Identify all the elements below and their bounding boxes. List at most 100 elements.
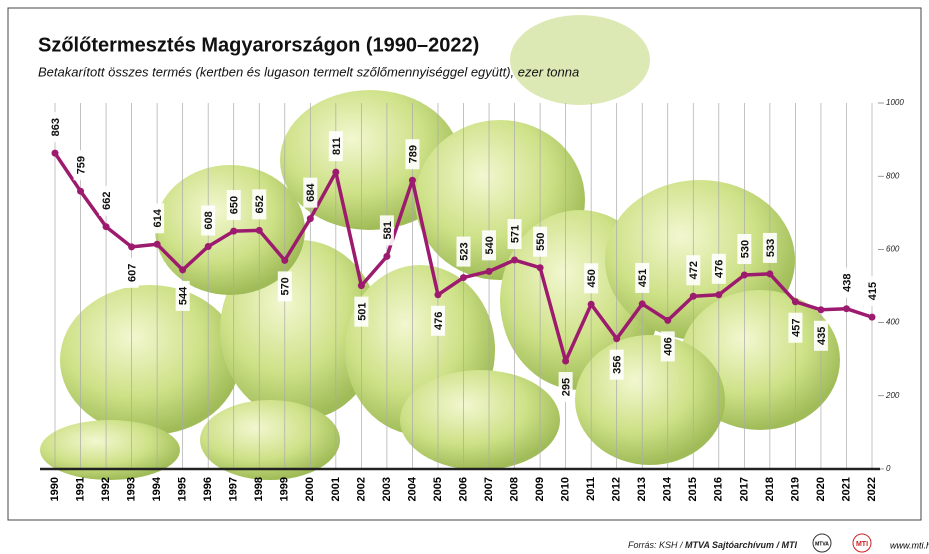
data-label-text: 650	[229, 196, 241, 214]
data-point	[843, 305, 850, 312]
data-label: 435	[814, 321, 828, 351]
data-label-text: 530	[739, 240, 751, 258]
x-tick-label: 1992	[100, 477, 112, 501]
data-label-text: 451	[637, 269, 649, 287]
y-tick-label: 200	[885, 391, 900, 400]
logo-mtva: MTVA	[815, 541, 829, 547]
x-tick-label: 2007	[483, 477, 495, 501]
x-tick-label: 2000	[304, 477, 316, 501]
data-label: 415	[865, 276, 879, 306]
data-label: 581	[380, 215, 394, 245]
x-tick-label: 2021	[840, 477, 852, 501]
data-label: 530	[737, 234, 751, 264]
data-label: 811	[329, 131, 343, 161]
data-label: 523	[457, 237, 471, 267]
data-label-text: 457	[790, 319, 802, 337]
data-point	[715, 291, 722, 298]
data-label: 533	[763, 233, 777, 263]
x-tick-label: 2005	[432, 477, 444, 501]
data-label-text: 523	[458, 242, 470, 260]
data-point	[179, 266, 186, 273]
data-label: 540	[482, 230, 496, 260]
chart-title: Szőlőtermesztés Magyarországon (1990–202…	[38, 34, 479, 56]
y-tick-label: 0	[886, 464, 891, 473]
data-label-text: 581	[382, 221, 394, 239]
data-point	[562, 358, 569, 365]
data-label-text: 356	[612, 356, 624, 374]
data-label: 662	[99, 186, 113, 216]
data-label: 550	[533, 227, 547, 257]
data-point	[128, 243, 135, 250]
data-label-text: 544	[178, 286, 190, 305]
data-label-text: 652	[254, 195, 266, 213]
x-tick-label: 1996	[202, 477, 214, 501]
data-label-text: 295	[561, 378, 573, 396]
data-label-text: 415	[867, 282, 879, 300]
data-point	[817, 306, 824, 313]
x-tick-label: 2011	[585, 477, 597, 501]
data-label-text: 811	[331, 137, 343, 155]
x-tick-label: 1999	[279, 477, 291, 501]
x-tick-label: 2008	[508, 477, 520, 501]
x-tick-label: 2018	[764, 477, 776, 501]
data-label: 614	[150, 203, 164, 233]
x-tick-label: 2014	[662, 476, 674, 501]
data-label: 570	[278, 271, 292, 301]
data-point	[460, 274, 467, 281]
x-tick-label: 2020	[815, 477, 827, 501]
data-point	[230, 228, 237, 235]
data-label-text: 501	[356, 302, 368, 320]
x-tick-label: 1997	[228, 477, 240, 501]
x-tick-label: 2015	[687, 477, 699, 501]
data-point	[409, 177, 416, 184]
data-label-text: 608	[203, 211, 215, 229]
data-point	[664, 317, 671, 324]
data-label: 476	[431, 306, 445, 336]
x-tick-label: 1995	[177, 477, 189, 501]
x-tick-label: 1994	[151, 476, 163, 501]
chart: Szőlőtermesztés Magyarországon (1990–202…	[0, 0, 929, 554]
x-tick-label: 2013	[636, 477, 648, 501]
data-point	[154, 241, 161, 248]
data-label-text: 406	[663, 337, 675, 355]
data-label-text: 614	[152, 208, 164, 227]
data-label: 451	[635, 263, 649, 293]
data-label: 650	[227, 190, 241, 220]
data-point	[690, 293, 697, 300]
x-tick-label: 1990	[49, 477, 61, 501]
data-point	[256, 227, 263, 234]
data-label: 457	[788, 313, 802, 343]
x-tick-label: 2012	[611, 477, 623, 501]
x-tick-label: 2016	[713, 477, 725, 501]
data-label: 608	[201, 205, 215, 235]
data-point	[869, 314, 876, 321]
data-label-text: 438	[841, 274, 853, 292]
y-tick-label: 600	[886, 245, 900, 254]
data-label: 406	[661, 331, 675, 361]
data-point	[766, 270, 773, 277]
x-tick-label: 2004	[406, 476, 418, 501]
data-label-text: 435	[816, 327, 828, 345]
data-point	[792, 298, 799, 305]
y-tick-label: 800	[886, 171, 900, 180]
data-label: 759	[74, 150, 88, 180]
data-label-text: 789	[407, 145, 419, 163]
data-label-text: 570	[280, 277, 292, 295]
data-point	[307, 215, 314, 222]
data-point	[434, 291, 441, 298]
data-point	[205, 243, 212, 250]
data-label: 295	[559, 372, 573, 402]
data-label-text: 863	[50, 118, 62, 136]
x-tick-label: 2003	[381, 477, 393, 501]
data-label: 544	[176, 281, 190, 311]
data-point	[511, 257, 518, 264]
data-label: 863	[48, 112, 62, 142]
data-label: 450	[584, 263, 598, 293]
x-tick-label: 2019	[789, 477, 801, 501]
data-label: 356	[610, 350, 624, 380]
data-label-text: 476	[433, 312, 445, 330]
data-point	[588, 301, 595, 308]
x-tick-label: 2022	[866, 477, 878, 501]
chart-subtitle: Betakarított összes termés (kertben és l…	[38, 64, 579, 79]
data-label-text: 533	[765, 239, 777, 257]
